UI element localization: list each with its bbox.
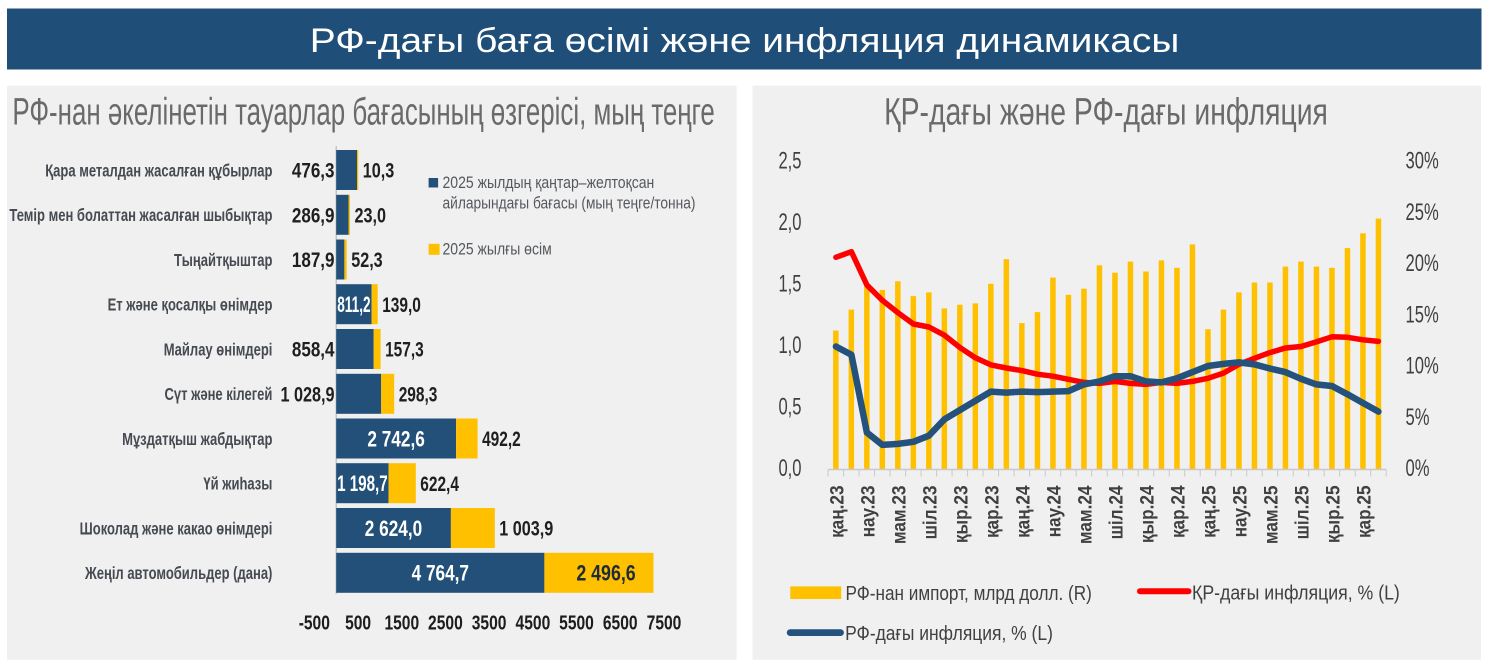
svg-text:қар.24: қар.24	[1168, 486, 1189, 539]
svg-text:476,3: 476,3	[292, 160, 335, 183]
svg-text:1 198,7: 1 198,7	[337, 472, 388, 496]
svg-text:0%: 0%	[1406, 455, 1430, 482]
svg-text:Ет және қосалқы өнімдер: Ет және қосалқы өнімдер	[108, 296, 273, 315]
svg-text:1 003,9: 1 003,9	[499, 516, 553, 540]
svg-text:қаң.23: қаң.23	[827, 486, 848, 538]
svg-text:қаң.25: қаң.25	[1199, 486, 1220, 538]
svg-text:ҚР-дағы және РФ-дағы инфляция: ҚР-дағы және РФ-дағы инфляция	[884, 92, 1328, 134]
svg-text:0,5: 0,5	[778, 394, 801, 421]
svg-text:1,5: 1,5	[778, 271, 801, 298]
svg-text:3500: 3500	[472, 612, 507, 634]
svg-text:2500: 2500	[428, 612, 463, 634]
svg-text:РФ-дағы инфляция, % (L): РФ-дағы инфляция, % (L)	[845, 622, 1053, 644]
svg-text:2025 жылдың қаңтар–желтоқсан: 2025 жылдың қаңтар–желтоқсан	[443, 174, 655, 193]
svg-text:4500: 4500	[516, 612, 551, 634]
svg-text:1500: 1500	[384, 612, 419, 634]
svg-text:622,4: 622,4	[420, 471, 459, 495]
svg-text:10%: 10%	[1406, 353, 1439, 380]
svg-text:қыр.23: қыр.23	[951, 486, 972, 544]
svg-text:Сүт және кілегей: Сүт және кілегей	[164, 385, 272, 404]
svg-text:ҚР-дағы инфляция, % (L): ҚР-дағы инфляция, % (L)	[1192, 582, 1400, 604]
svg-text:Тыңайтқыштар: Тыңайтқыштар	[174, 251, 272, 270]
svg-text:Мұздатқыш жабдықтар: Мұздатқыш жабдықтар	[122, 430, 272, 449]
svg-text:шіл.23: шіл.23	[920, 486, 941, 540]
svg-text:қаң.24: қаң.24	[1013, 486, 1034, 538]
svg-text:23,0: 23,0	[355, 203, 386, 227]
svg-text:мам.25: мам.25	[1261, 486, 1282, 545]
svg-text:858,4: 858,4	[292, 339, 335, 362]
svg-text:нау.24: нау.24	[1044, 486, 1065, 538]
svg-text:мам.23: мам.23	[889, 486, 910, 545]
svg-text:РФ-нан импорт, млрд долл. (R): РФ-нан импорт, млрд долл. (R)	[846, 582, 1092, 605]
svg-text:мам.24: мам.24	[1075, 486, 1096, 545]
svg-text:қыр.24: қыр.24	[1137, 486, 1158, 544]
svg-text:Темір мен болаттан жасалған шы: Темір мен болаттан жасалған шыбықтар	[9, 206, 272, 225]
svg-text:2 624,0: 2 624,0	[365, 517, 422, 542]
svg-text:нау.25: нау.25	[1230, 486, 1251, 538]
svg-text:2 496,6: 2 496,6	[576, 562, 635, 586]
svg-text:2,5: 2,5	[778, 148, 801, 175]
svg-text:15%: 15%	[1406, 301, 1439, 328]
svg-text:20%: 20%	[1406, 250, 1439, 277]
svg-text:қар.25: қар.25	[1354, 486, 1375, 539]
svg-text:4 764,7: 4 764,7	[412, 562, 469, 587]
svg-text:Жеңіл автомобильдер (дана): Жеңіл автомобильдер (дана)	[84, 564, 272, 583]
svg-text:286,9: 286,9	[292, 205, 335, 228]
svg-text:1,0: 1,0	[778, 332, 801, 359]
svg-text:7500: 7500	[647, 612, 682, 634]
svg-text:500: 500	[345, 612, 371, 634]
svg-text:5500: 5500	[559, 612, 594, 634]
svg-text:5%: 5%	[1406, 404, 1430, 431]
svg-text:Майлау өнімдері: Майлау өнімдері	[164, 341, 273, 360]
svg-text:Үй жиһазы: Үй жиһазы	[203, 475, 272, 494]
svg-text:25%: 25%	[1406, 199, 1439, 226]
svg-text:0,0: 0,0	[778, 455, 801, 482]
svg-text:811,2: 811,2	[337, 292, 370, 317]
svg-text:РФ-нан әкелінетін тауарлар бағ: РФ-нан әкелінетін тауарлар бағасының өзг…	[12, 91, 714, 133]
svg-text:шіл.24: шіл.24	[1106, 486, 1127, 540]
svg-text:6500: 6500	[603, 612, 638, 634]
svg-text:нау.23: нау.23	[858, 486, 879, 538]
svg-text:52,3: 52,3	[351, 248, 382, 272]
svg-text:қыр.25: қыр.25	[1323, 486, 1344, 544]
svg-text:10,3: 10,3	[363, 158, 394, 182]
svg-text:187,9: 187,9	[292, 249, 335, 272]
svg-text:шіл.25: шіл.25	[1292, 486, 1313, 540]
svg-text:2,0: 2,0	[778, 209, 801, 236]
svg-text:157,3: 157,3	[385, 337, 424, 361]
svg-text:айларындағы бағасы (мың теңге/: айларындағы бағасы (мың теңге/тонна)	[443, 194, 696, 213]
svg-text:РФ-дағы баға өсімі және инфляц: РФ-дағы баға өсімі және инфляция динамик…	[310, 21, 1180, 59]
svg-text:298,3: 298,3	[399, 382, 438, 406]
svg-text:30%: 30%	[1406, 148, 1439, 175]
svg-text:2 742,6: 2 742,6	[367, 427, 424, 452]
svg-text:492,2: 492,2	[482, 427, 521, 451]
svg-text:2025 жылғы өсім: 2025 жылғы өсім	[443, 240, 552, 259]
svg-text:қар.23: қар.23	[982, 486, 1003, 539]
svg-text:-500: -500	[299, 612, 330, 634]
svg-text:Қара металдан жасалған құбырла: Қара металдан жасалған құбырлар	[45, 162, 272, 181]
svg-text:139,0: 139,0	[382, 292, 421, 316]
svg-text:1 028,9: 1 028,9	[280, 382, 334, 406]
svg-text:Шоколад және какао өнімдері: Шоколад және какао өнімдері	[80, 520, 273, 539]
